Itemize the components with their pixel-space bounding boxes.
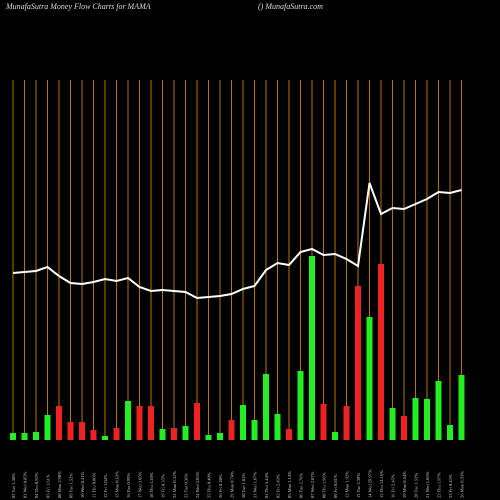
x-tick-label: 05 Fri 1.61%: [46, 474, 51, 498]
x-tick-label: 25 Thu 0.40%: [207, 472, 212, 498]
x-tick-label: 14 Wed 29.97%: [368, 469, 373, 498]
bar: [378, 264, 384, 440]
bar: [435, 381, 442, 440]
x-tick-label: 19 Mon 0.54%: [402, 471, 407, 498]
x-tick-label: 01 Thu 5.44%: [264, 472, 269, 498]
x-tick-label: 10 Wed 0.41%: [80, 471, 85, 498]
bar: [366, 317, 373, 440]
x-tick-label: 12 Mon 1.92%: [345, 471, 350, 498]
x-tick-label: 21 Wed 1.85%: [425, 471, 430, 498]
x-tick-label: 17 Wed 3.05%: [138, 471, 143, 498]
x-tick-label: 02 Tue 1.38%: [11, 473, 16, 498]
bar: [332, 432, 338, 440]
bar: [90, 430, 97, 440]
bar: [309, 256, 315, 440]
x-tick-label: 18 Thu 1.28%: [149, 472, 154, 498]
bar: [113, 428, 120, 440]
x-tick-label: 15 Mon 0.63%: [115, 471, 120, 498]
bar: [274, 414, 281, 440]
bar: [251, 420, 258, 440]
bar: [240, 405, 246, 440]
bar: [217, 433, 223, 440]
bar: [263, 374, 269, 440]
chart-subtitle: () MunafaSutra.com: [258, 2, 323, 11]
x-tick-label: 31 Wed 1.07%: [253, 471, 258, 498]
x-tick-label: 11 Thu 0.86%: [92, 472, 97, 498]
x-tick-label: 03 Wed 0.85%: [23, 471, 28, 498]
bar: [125, 401, 131, 440]
bar: [286, 429, 292, 440]
x-tick-label: 22 Thu 1.97%: [437, 472, 442, 498]
bar: [44, 415, 51, 440]
bar: [355, 286, 361, 440]
x-tick-label: 04 Thu 0.92%: [34, 472, 39, 498]
x-tick-label: 19 Fri 0.35%: [161, 474, 166, 498]
bar: [424, 399, 430, 440]
bar: [182, 426, 189, 440]
x-tick-label: 23 Tue 0.36%: [184, 473, 189, 498]
bar: [205, 435, 212, 440]
bar: [102, 436, 108, 440]
bar: [389, 408, 396, 440]
bar: [159, 429, 166, 440]
x-tick-label: 26 Fri 0.28%: [218, 474, 223, 498]
x-tick-label: 24 Wed 2.03%: [195, 471, 200, 498]
bar: [10, 433, 16, 440]
x-tick-label: 15 Thu 14.16%: [379, 470, 384, 498]
x-tick-label: 06 Tue 2.76%: [299, 473, 304, 498]
bar: [458, 375, 465, 440]
bar: [148, 406, 154, 440]
x-tick-label: 08 Thu 1.96%: [322, 472, 327, 498]
price-line: [12, 182, 462, 300]
bar: [56, 406, 62, 440]
x-tick-label: 29 Mon 0.74%: [230, 471, 235, 498]
x-tick-label: 12 Fri 1.04%: [103, 474, 108, 498]
x-tick-label: 08 Mon 2.98%: [57, 471, 62, 498]
x-tick-label: 20 Tue 1.52%: [414, 473, 419, 498]
x-tick-label: 22 Mon 0.31%: [172, 471, 177, 498]
bar: [21, 433, 28, 440]
x-tick-label: 09 Tue 1.52%: [69, 473, 74, 498]
x-tick-label: 07 Wed 2.07%: [310, 471, 315, 498]
bar: [79, 422, 85, 440]
bar: [447, 425, 453, 440]
chart-title: MunafaSutra Money Flow Charts for MAMA: [5, 2, 151, 11]
bar: [228, 420, 235, 440]
bar: [401, 416, 407, 440]
bar: [297, 371, 304, 440]
bar: [320, 404, 327, 440]
bar: [343, 406, 350, 440]
x-tick-label: 23 Fri 0.43%: [448, 474, 453, 498]
bar: [136, 406, 143, 440]
bar: [412, 398, 419, 440]
x-tick-label: 13 Tue 2.39%: [356, 473, 361, 498]
bar: [194, 403, 200, 440]
bar: [171, 428, 177, 440]
x-tick-label: 16 Fri 2.45%: [391, 474, 396, 498]
bar: [67, 422, 74, 440]
bar: [33, 432, 39, 440]
x-tick-label: 26 Mon 0.93%: [460, 471, 465, 498]
x-tick-label: 30 Tue 1.81%: [241, 473, 246, 498]
x-tick-label: 02 Fri 2.43%: [276, 474, 281, 498]
x-tick-label: 05 Mon 1.14%: [287, 471, 292, 498]
x-tick-label: 09 Fri 0.81%: [333, 474, 338, 498]
x-tick-label: 16 Tue 0.99%: [126, 473, 131, 498]
